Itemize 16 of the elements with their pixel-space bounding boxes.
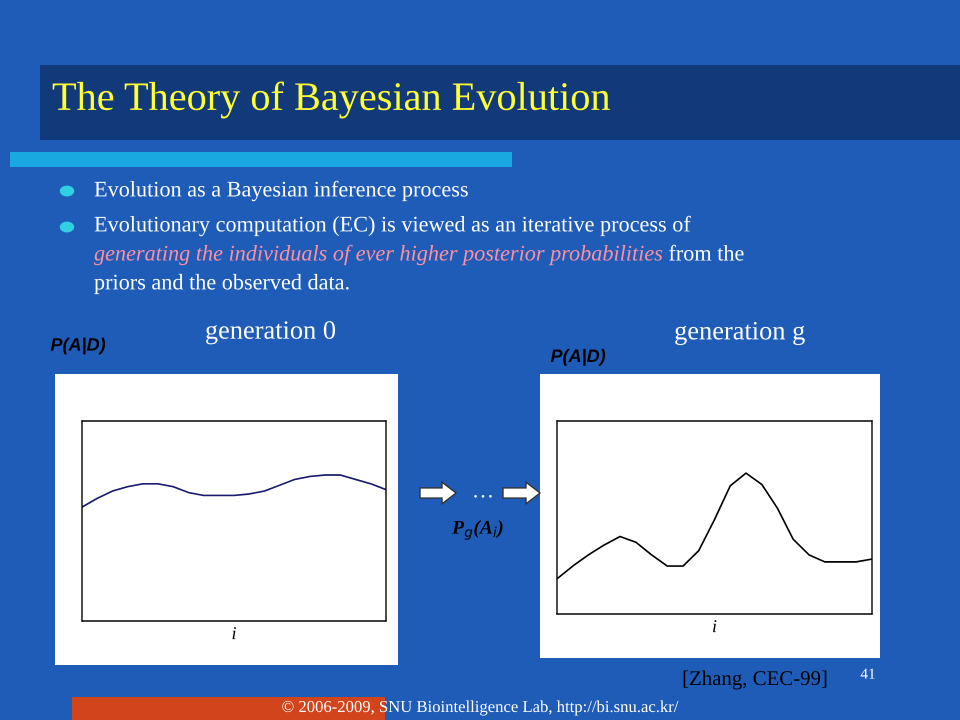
text: The Theory of Bayesian Evolution — [52, 81, 610, 119]
x-axis-title: i — [232, 627, 236, 640]
text: Evolution as a Bayesian inference process — [94, 180, 468, 202]
text: Evolutionary computation (EC) is viewed as an iterative process of — [94, 216, 691, 236]
text: [Zhang, CEC-99] — [684, 670, 826, 690]
y-axis-title: P(A|D) — [50, 338, 106, 354]
chart-title: generation 0 — [206, 321, 336, 344]
x-axis-title: i — [712, 620, 716, 632]
text: priors and the observed data. — [94, 274, 349, 294]
chart-title: generation g — [675, 322, 805, 346]
text: 41 — [860, 668, 875, 679]
text: … — [474, 495, 492, 498]
y-axis-title: P(A|D) — [550, 348, 606, 366]
text: generating the individuals of ever higher posterior probabilities — [94, 244, 662, 266]
text: from the — [669, 244, 744, 261]
text: P$_{g}$(A$_{i}$) — [452, 520, 503, 540]
